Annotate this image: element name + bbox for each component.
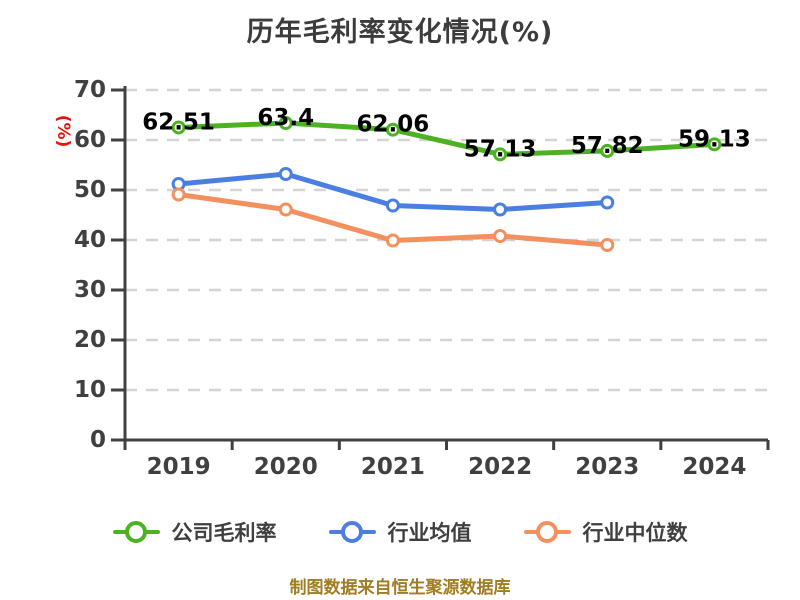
y-axis-tick-label: 0 [90, 427, 106, 453]
y-axis-tick-label: 50 [74, 177, 106, 203]
x-axis-tick-label: 2022 [468, 454, 532, 480]
legend-item-行业中位数[interactable]: 行业中位数 [523, 517, 688, 547]
data-point-label: 62.06 [357, 112, 430, 138]
data-point [600, 195, 615, 210]
legend-circle [536, 521, 558, 543]
legend-item-行业均值[interactable]: 行业均值 [328, 517, 472, 547]
series-line [176, 120, 717, 157]
chart-title: 历年毛利率变化情况(%) [246, 17, 554, 48]
legend-label: 行业均值 [387, 521, 472, 545]
data-point [171, 120, 186, 135]
y-axis-tick-label: 30 [74, 277, 106, 303]
data-source-note: 制图数据来自恒生聚源数据库 [289, 578, 511, 598]
data-point-label: 63.4 [257, 105, 314, 131]
legend-line-circle-icon [523, 520, 571, 544]
y-axis-tick-label: 40 [74, 227, 106, 253]
data-point [600, 143, 615, 158]
data-point [278, 202, 293, 217]
y-axis-tick-label: 10 [74, 377, 106, 403]
data-point [493, 147, 508, 162]
data-point [385, 198, 400, 213]
legend-circle [125, 521, 147, 543]
x-axis-tick-label: 2019 [147, 454, 211, 480]
data-point-label: 59.13 [678, 126, 751, 152]
y-axis-tick-label: 70 [74, 77, 106, 103]
data-point [278, 167, 293, 181]
chart-legend: 公司毛利率 行业均值 行业中位数 [0, 517, 800, 547]
y-axis-tick-label: 60 [74, 127, 106, 153]
data-point [493, 202, 508, 217]
legend-circle [341, 521, 363, 543]
data-point [171, 187, 186, 202]
data-point-label: 62.51 [142, 109, 215, 135]
y-axis-tick-label: 20 [74, 327, 106, 353]
x-axis-tick-label: 2021 [361, 454, 425, 480]
legend-line-circle-icon [328, 520, 376, 544]
x-axis-tick-label: 2023 [575, 454, 639, 480]
data-point-label: 57.13 [464, 136, 537, 162]
data-point-label: 57.82 [571, 133, 644, 159]
x-axis-tick-label: 2024 [682, 454, 746, 480]
legend-item-公司毛利率[interactable]: 公司毛利率 [112, 517, 277, 547]
legend-label: 公司毛利率 [171, 521, 277, 545]
data-point [707, 137, 722, 152]
data-point [385, 122, 400, 137]
data-point [278, 116, 293, 130]
x-axis-tick-label: 2020 [254, 454, 318, 480]
data-point [600, 238, 615, 252]
legend-label: 行业中位数 [582, 521, 688, 545]
data-point [385, 233, 400, 248]
legend-line-circle-icon [112, 520, 160, 544]
data-point [493, 229, 508, 243]
